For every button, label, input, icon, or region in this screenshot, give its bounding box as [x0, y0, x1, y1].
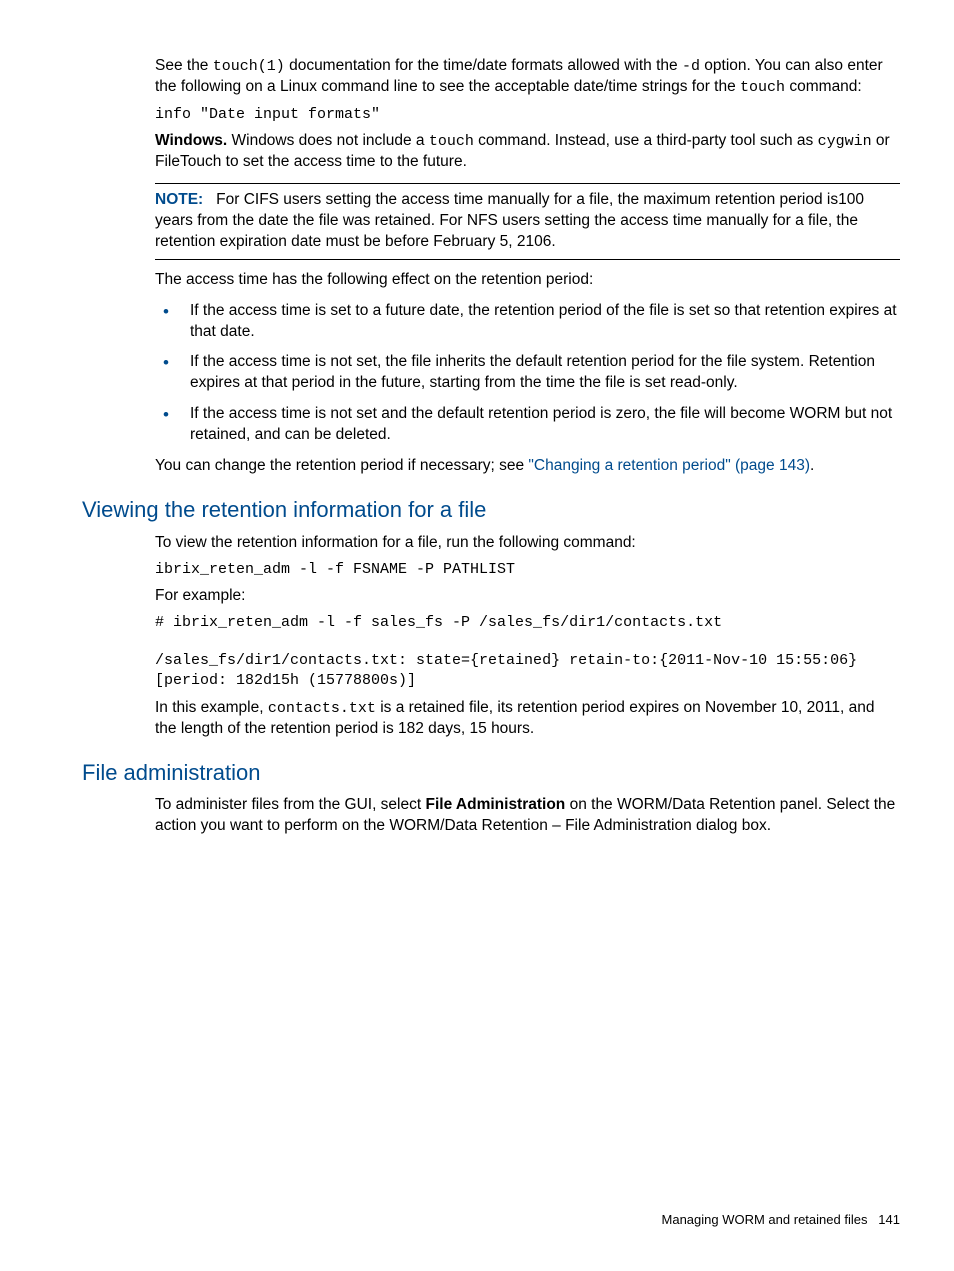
- viewing-p1: To view the retention information for a …: [155, 533, 900, 554]
- text: To administer files from the GUI, select: [155, 796, 425, 813]
- footer-text: Managing WORM and retained files: [662, 1212, 868, 1227]
- viewing-heading: Viewing the retention information for a …: [82, 495, 900, 525]
- note-box: NOTE: For CIFS users setting the access …: [155, 183, 900, 260]
- file-admin-bold: File Administration: [425, 796, 565, 813]
- change-para: You can change the retention period if n…: [155, 456, 900, 477]
- text: Windows does not include a: [227, 132, 429, 149]
- bullet-list: If the access time is set to a future da…: [155, 301, 900, 447]
- viewing-cmd3: /sales_fs/dir1/contacts.txt: state={reta…: [155, 651, 900, 692]
- viewing-cmd2: # ibrix_reten_adm -l -f sales_fs -P /sal…: [155, 613, 900, 633]
- windows-para: Windows. Windows does not include a touc…: [155, 131, 900, 173]
- effect-intro: The access time has the following effect…: [155, 270, 900, 291]
- note-label: NOTE:: [155, 191, 203, 208]
- text: You can change the retention period if n…: [155, 457, 528, 474]
- text: See the: [155, 57, 213, 74]
- fileadmin-para: To administer files from the GUI, select…: [155, 795, 900, 837]
- text: command:: [785, 78, 862, 95]
- text: .: [810, 457, 814, 474]
- change-retention-link[interactable]: "Changing a retention period" (page 143): [528, 457, 810, 474]
- list-item: If the access time is not set, the file …: [155, 352, 900, 394]
- code: touch: [740, 79, 785, 96]
- windows-label: Windows.: [155, 132, 227, 149]
- text: documentation for the time/date formats …: [285, 57, 682, 74]
- intro-para: See the touch(1) documentation for the t…: [155, 56, 900, 99]
- viewing-p2: For example:: [155, 586, 900, 607]
- code: touch(1): [213, 58, 285, 75]
- text: command. Instead, use a third-party tool…: [474, 132, 818, 149]
- text: In this example,: [155, 699, 268, 716]
- list-item: If the access time is not set and the de…: [155, 404, 900, 446]
- code-info-date: info "Date input formats": [155, 105, 900, 125]
- code: cygwin: [818, 133, 872, 150]
- code: contacts.txt: [268, 700, 376, 717]
- viewing-cmd1: ibrix_reten_adm -l -f FSNAME -P PATHLIST: [155, 560, 900, 580]
- viewing-p3: In this example, contacts.txt is a retai…: [155, 698, 900, 740]
- code: -d: [682, 58, 700, 75]
- page-footer: Managing WORM and retained files 141: [662, 1211, 900, 1229]
- code: touch: [429, 133, 474, 150]
- page-number: 141: [878, 1212, 900, 1227]
- note-text: For CIFS users setting the access time m…: [155, 191, 864, 250]
- list-item: If the access time is set to a future da…: [155, 301, 900, 343]
- fileadmin-heading: File administration: [82, 758, 900, 788]
